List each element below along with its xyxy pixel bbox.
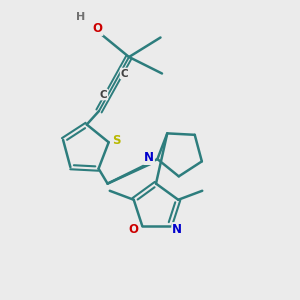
- Text: O: O: [92, 22, 103, 35]
- Text: C: C: [100, 89, 107, 100]
- Text: C: C: [121, 68, 128, 79]
- Text: S: S: [112, 134, 120, 147]
- Text: O: O: [129, 223, 139, 236]
- Text: N: N: [144, 151, 154, 164]
- Text: N: N: [172, 223, 182, 236]
- Text: H: H: [76, 11, 85, 22]
